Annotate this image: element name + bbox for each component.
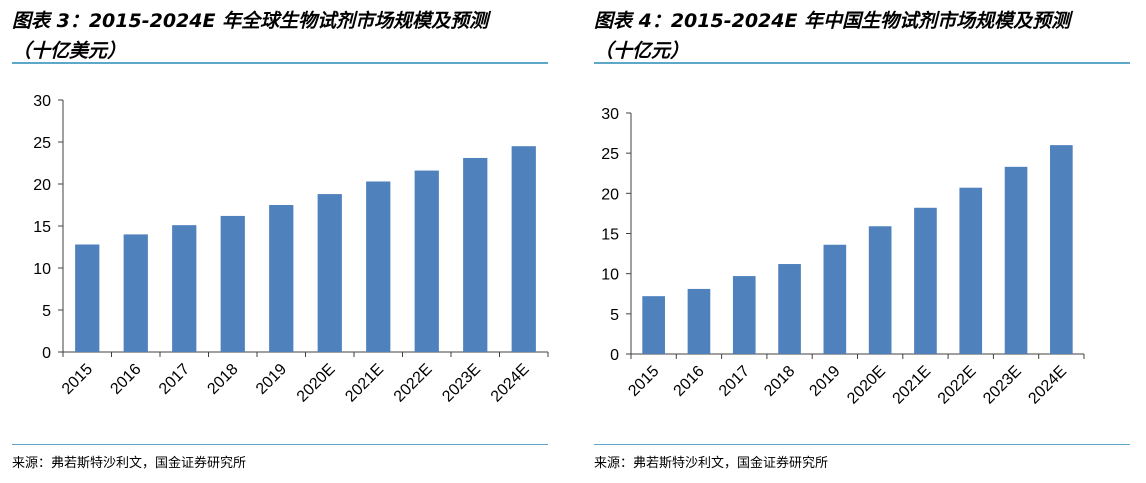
- bar-2017: [172, 225, 197, 352]
- bar-2024E: [511, 146, 536, 352]
- chart-title: 图表 3：2015-2024E 年全球生物试剂市场规模及预测 （十亿美元）: [12, 10, 489, 62]
- bar-2016: [123, 234, 148, 352]
- x-tick-label: 2023E: [980, 363, 1025, 408]
- x-tick-label: 2016: [671, 363, 708, 400]
- source-divider: [594, 444, 1130, 445]
- y-tick-label: 5: [610, 307, 619, 324]
- y-tick-label: 5: [42, 303, 51, 320]
- y-tick-label: 0: [610, 347, 619, 364]
- x-tick-label: 2023E: [439, 361, 484, 406]
- y-tick-label: 30: [33, 93, 51, 110]
- source-divider: [12, 444, 548, 445]
- x-tick-label: 2022E: [391, 361, 436, 406]
- x-tick-label: 2024E: [488, 361, 533, 406]
- x-tick-label: 2018: [761, 363, 798, 400]
- title-divider: [594, 62, 1130, 64]
- x-tick-label: 2017: [156, 361, 193, 398]
- bar-2022E: [414, 170, 439, 352]
- y-tick-label: 15: [33, 219, 51, 236]
- x-tick-label: 2018: [204, 361, 241, 398]
- bar-2015: [75, 244, 100, 352]
- bar-2019: [269, 205, 294, 352]
- title-divider: [12, 62, 548, 64]
- x-tick-label: 2015: [59, 361, 96, 398]
- y-tick-label: 0: [42, 345, 51, 362]
- x-tick-label: 2019: [253, 361, 290, 398]
- bar-2020E: [868, 226, 892, 354]
- y-tick-label: 20: [33, 177, 51, 194]
- chart-panel-china: 图表 4：2015-2024E 年中国生物试剂市场规模及预测 （十亿元） 0 5 1…: [594, 0, 1142, 483]
- y-tick-label: 30: [601, 106, 619, 123]
- bar-2021E: [366, 181, 391, 352]
- x-tick-label: 2022E: [935, 363, 980, 408]
- bar-2020E: [317, 194, 342, 352]
- source-note: 来源：弗若斯特沙利文，国金证券研究所: [594, 456, 829, 471]
- bar-2023E: [463, 157, 488, 352]
- x-tick-label: 2021E: [342, 361, 387, 406]
- chart-panel-global: 图表 3：2015-2024E 年全球生物试剂市场规模及预测 （十亿美元） 0 5…: [12, 0, 560, 483]
- bar-2019: [823, 244, 847, 354]
- x-tick-label: 2019: [806, 363, 843, 400]
- chart-title: 图表 4：2015-2024E 年中国生物试剂市场规模及预测 （十亿元）: [594, 10, 1071, 62]
- x-tick-label: 2024E: [1025, 363, 1070, 408]
- y-tick-label: 25: [33, 135, 51, 152]
- bar-2016: [687, 288, 711, 354]
- x-tick-label: 2016: [107, 361, 144, 398]
- y-tick-label: 20: [601, 186, 619, 203]
- bar-2022E: [959, 187, 983, 354]
- bar-2024E: [1050, 145, 1073, 354]
- y-tick-label: 15: [601, 227, 619, 244]
- x-tick-label: 2021E: [890, 363, 935, 408]
- bar-2015: [642, 296, 665, 354]
- x-tick-label: 2017: [716, 363, 753, 400]
- x-tick-label: 2020E: [844, 363, 889, 408]
- source-note: 来源：弗若斯特沙利文，国金证券研究所: [12, 456, 247, 471]
- y-tick-label: 10: [601, 267, 619, 284]
- bar-2018: [220, 215, 245, 352]
- bar-2018: [778, 264, 801, 354]
- y-tick-label: 25: [601, 146, 619, 163]
- y-tick-label: 10: [33, 261, 51, 278]
- x-tick-label: 2020E: [294, 361, 339, 406]
- bar-2017: [732, 276, 756, 354]
- bar-2023E: [1004, 166, 1028, 354]
- bar-2021E: [914, 207, 937, 354]
- x-tick-label: 2015: [625, 363, 662, 400]
